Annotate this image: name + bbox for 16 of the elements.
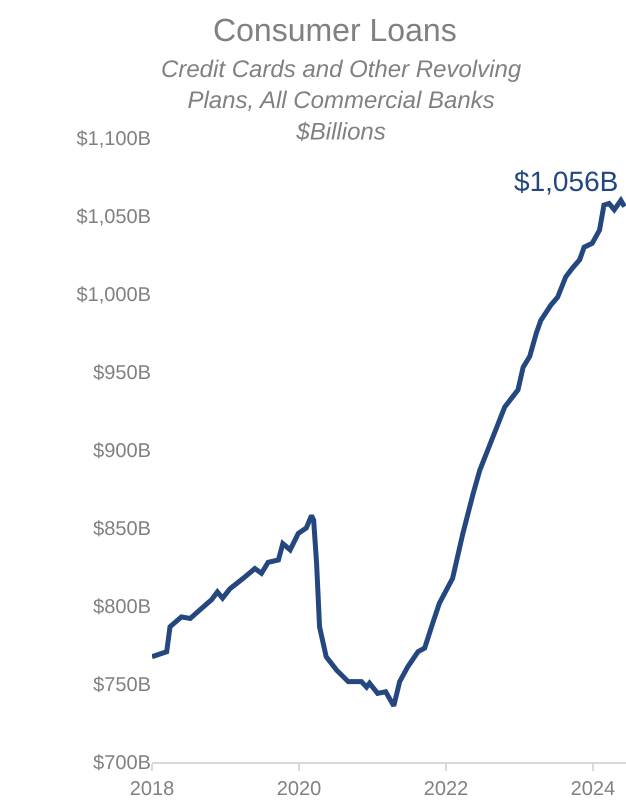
chart-title: Consumer Loans bbox=[213, 12, 457, 48]
y-tick-label: $750B bbox=[93, 674, 151, 696]
y-tick-label: $1,100B bbox=[76, 128, 151, 150]
x-tick-label: 2020 bbox=[276, 778, 322, 800]
annotation: $1,056B bbox=[514, 166, 618, 197]
x-tick-label: 2022 bbox=[424, 778, 468, 800]
y-tick-label: $900B bbox=[93, 440, 151, 462]
chart-subtitle: Credit Cards and Other Revolving Plans, All Commercial Banks $Billions bbox=[161, 56, 522, 146]
y-tick-label: $1,000B bbox=[76, 284, 151, 306]
y-tick-label: $850B bbox=[93, 518, 151, 540]
y-tick-label: $700B bbox=[93, 752, 151, 774]
y-tick-label: $1,050B bbox=[76, 206, 151, 228]
x-tick-label: 2018 bbox=[130, 778, 174, 800]
y-tick-label: $800B bbox=[93, 596, 151, 618]
x-tick-label: 2024 bbox=[570, 778, 616, 800]
y-tick-label: $950B bbox=[93, 362, 151, 384]
